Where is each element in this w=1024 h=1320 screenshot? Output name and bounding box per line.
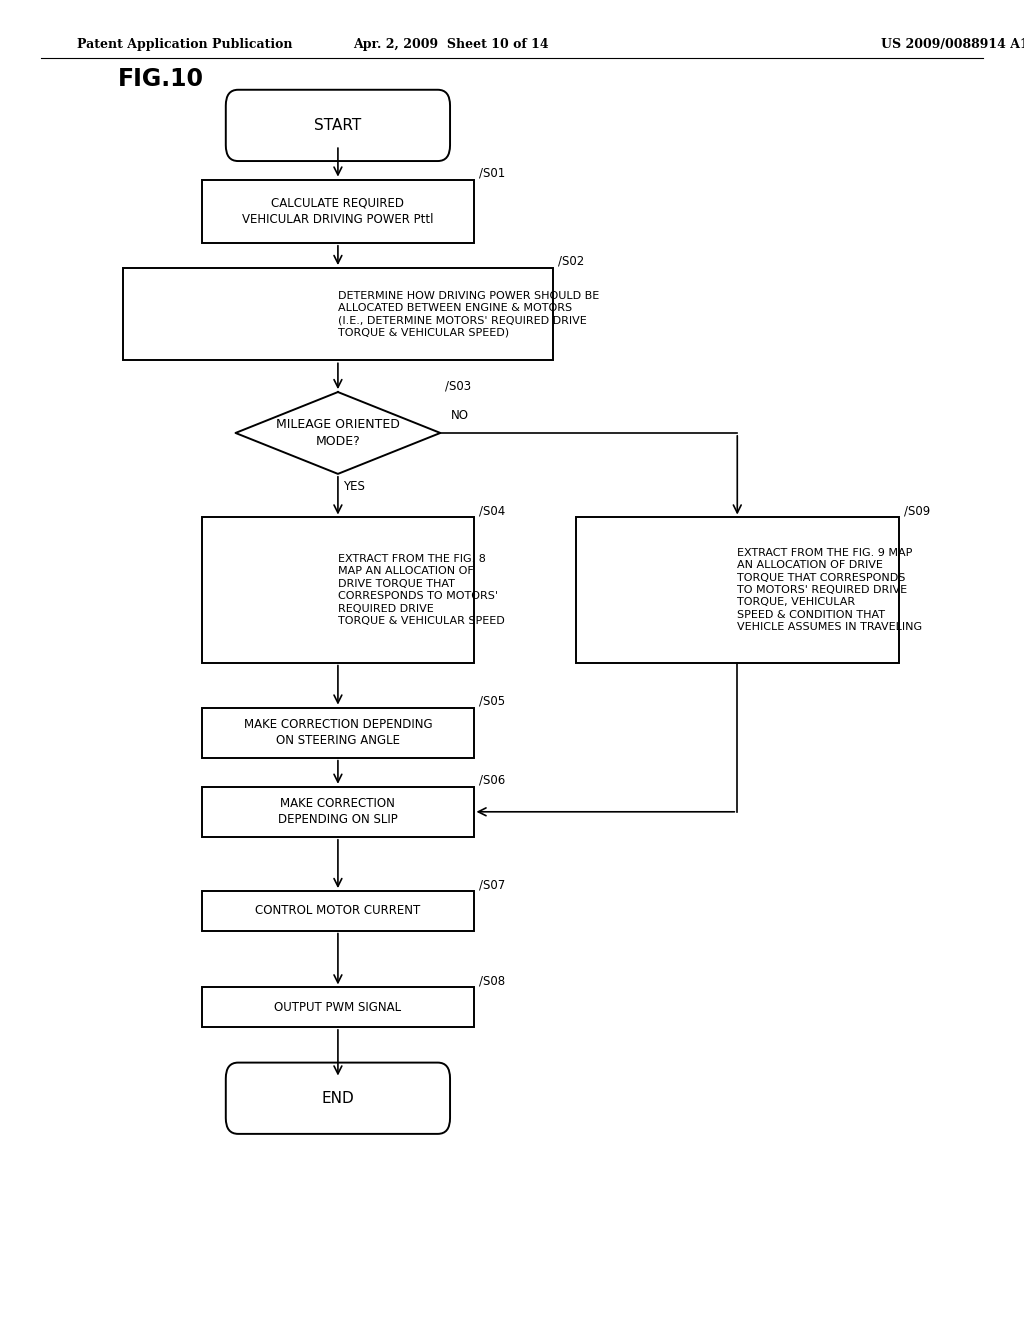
Text: /S07: /S07 xyxy=(479,878,505,891)
Text: FIG.10: FIG.10 xyxy=(118,67,204,91)
FancyBboxPatch shape xyxy=(225,90,451,161)
Text: Patent Application Publication: Patent Application Publication xyxy=(77,38,292,51)
Text: /S05: /S05 xyxy=(479,694,505,708)
Text: /S01: /S01 xyxy=(479,166,505,180)
FancyBboxPatch shape xyxy=(203,180,473,243)
Text: MILEAGE ORIENTED
MODE?: MILEAGE ORIENTED MODE? xyxy=(276,418,399,447)
Text: /S06: /S06 xyxy=(479,774,505,787)
FancyBboxPatch shape xyxy=(203,987,473,1027)
Text: DETERMINE HOW DRIVING POWER SHOULD BE
ALLOCATED BETWEEN ENGINE & MOTORS
(I.E., D: DETERMINE HOW DRIVING POWER SHOULD BE AL… xyxy=(338,290,599,338)
Text: /S08: /S08 xyxy=(479,974,505,987)
FancyBboxPatch shape xyxy=(203,708,473,758)
Text: YES: YES xyxy=(343,480,365,494)
Text: CALCULATE REQUIRED
VEHICULAR DRIVING POWER Pttl: CALCULATE REQUIRED VEHICULAR DRIVING POW… xyxy=(242,197,434,226)
FancyBboxPatch shape xyxy=(575,517,899,663)
FancyBboxPatch shape xyxy=(203,891,473,931)
Text: CONTROL MOTOR CURRENT: CONTROL MOTOR CURRENT xyxy=(255,904,421,917)
Text: EXTRACT FROM THE FIG. 9 MAP
AN ALLOCATION OF DRIVE
TORQUE THAT CORRESPONDS
TO MO: EXTRACT FROM THE FIG. 9 MAP AN ALLOCATIO… xyxy=(737,548,923,632)
Text: /S02: /S02 xyxy=(558,255,585,268)
Text: US 2009/0088914 A1: US 2009/0088914 A1 xyxy=(881,38,1024,51)
Text: /S09: /S09 xyxy=(903,504,930,517)
Text: START: START xyxy=(314,117,361,133)
Text: END: END xyxy=(322,1090,354,1106)
FancyBboxPatch shape xyxy=(203,517,473,663)
Text: OUTPUT PWM SIGNAL: OUTPUT PWM SIGNAL xyxy=(274,1001,401,1014)
FancyBboxPatch shape xyxy=(203,787,473,837)
Text: EXTRACT FROM THE FIG. 8
MAP AN ALLOCATION OF
DRIVE TORQUE THAT
CORRESPONDS TO MO: EXTRACT FROM THE FIG. 8 MAP AN ALLOCATIO… xyxy=(338,554,505,626)
Text: /S03: /S03 xyxy=(445,379,472,392)
Text: Apr. 2, 2009  Sheet 10 of 14: Apr. 2, 2009 Sheet 10 of 14 xyxy=(352,38,549,51)
Text: MAKE CORRECTION
DEPENDING ON SLIP: MAKE CORRECTION DEPENDING ON SLIP xyxy=(279,797,397,826)
FancyBboxPatch shape xyxy=(225,1063,451,1134)
Polygon shape xyxy=(236,392,440,474)
Text: NO: NO xyxy=(451,409,469,422)
FancyBboxPatch shape xyxy=(123,268,553,360)
Text: MAKE CORRECTION DEPENDING
ON STEERING ANGLE: MAKE CORRECTION DEPENDING ON STEERING AN… xyxy=(244,718,432,747)
Text: /S04: /S04 xyxy=(479,504,505,517)
